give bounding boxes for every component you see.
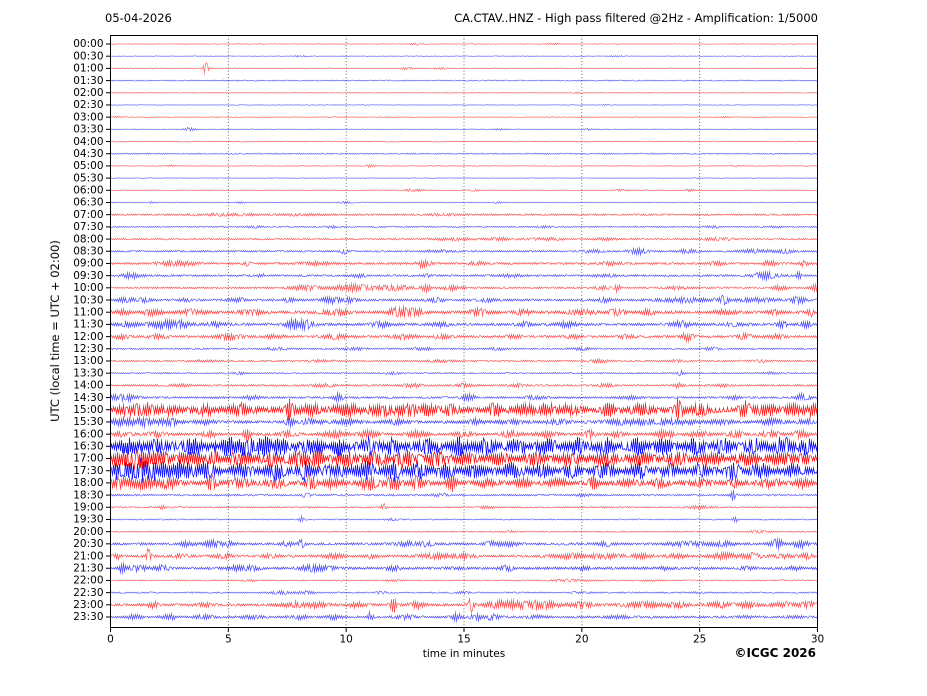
x-axis-label: time in minutes <box>422 648 506 660</box>
y-axis-label: UTC (local time = UTC + 02:00) <box>48 240 62 422</box>
copyright-label: ©ICGC 2026 <box>734 646 816 660</box>
date-label: 05-04-2026 <box>105 11 172 25</box>
plot-title: CA.CTAV..HNZ - High pass filtered @2Hz -… <box>454 11 818 25</box>
